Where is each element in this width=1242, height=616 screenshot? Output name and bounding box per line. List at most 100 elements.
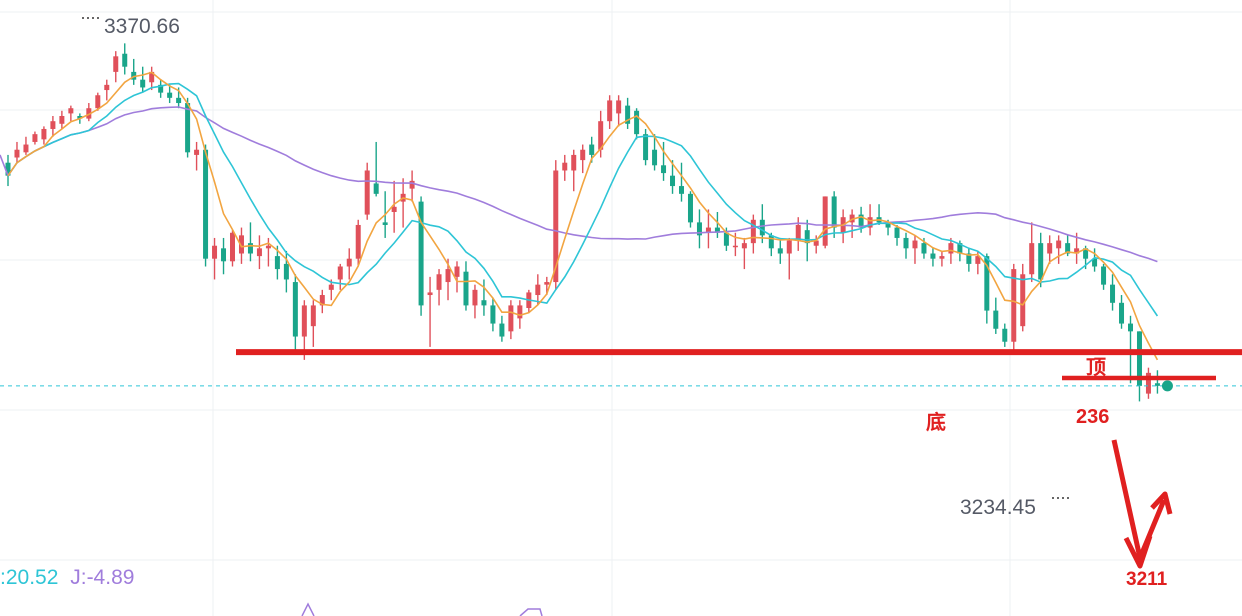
candle-body-123 [1110, 284, 1116, 303]
candles-group [5, 43, 1160, 402]
candle-body-28 [256, 248, 262, 257]
candle-body-36 [328, 284, 334, 290]
candle-body-128 [1154, 383, 1160, 386]
candle-body-103 [930, 253, 936, 259]
candle-body-7 [68, 108, 74, 114]
candle-body-125 [1128, 323, 1133, 332]
candle-body-41 [373, 183, 379, 194]
candle-body-5 [50, 121, 56, 129]
annotation-overlays [0, 17, 1242, 616]
candle-body-4 [41, 128, 47, 140]
candle-body-42 [382, 222, 388, 225]
candle-body-120 [1083, 248, 1089, 259]
candle-body-39 [355, 224, 361, 259]
candle-body-12 [113, 56, 119, 72]
high-price-label: 3370.66 [104, 15, 180, 38]
ma-slow-line [7, 106, 1158, 263]
candle-body-47 [427, 292, 433, 296]
candle-body-22 [203, 149, 209, 259]
candle-body-122 [1101, 266, 1107, 285]
candle-body-83 [750, 219, 756, 244]
candle-body-51 [463, 271, 469, 306]
candle-body-79 [714, 227, 720, 233]
candle-body-115 [1038, 243, 1044, 280]
candle-body-110 [993, 310, 999, 329]
candle-body-46 [418, 201, 424, 306]
candle-body-60 [544, 282, 550, 285]
projection-arrow-head-down [1123, 535, 1153, 569]
candle-body-102 [921, 243, 927, 254]
bottom-annotation: 底 [926, 410, 946, 434]
candle-body-109 [984, 256, 990, 311]
candle-body-96 [867, 217, 873, 228]
candle-body-19 [176, 97, 182, 104]
candle-body-86 [777, 248, 783, 254]
candle-body-11 [104, 84, 110, 91]
candle-body-68 [616, 100, 622, 114]
candle-body-76 [687, 193, 693, 223]
candle-body-101 [912, 240, 918, 249]
ma-slow-lead [0, 154, 9, 176]
target-price-label: 3211 [1126, 569, 1168, 590]
candle-body-14 [131, 71, 137, 80]
candle-body-18 [167, 92, 173, 98]
candle-body-69 [625, 105, 631, 124]
kdj-readout: :20.52 J:-4.89 [0, 566, 134, 590]
candle-body-40 [364, 170, 370, 215]
candle-body-0 [5, 162, 11, 176]
candle-body-6 [59, 116, 65, 124]
candle-body-117 [1056, 240, 1062, 249]
candle-body-17 [158, 84, 164, 93]
candle-body-100 [903, 237, 909, 249]
candle-body-53 [481, 300, 487, 306]
candle-body-118 [1065, 243, 1071, 254]
candle-body-70 [634, 110, 640, 135]
candle-body-113 [1020, 274, 1026, 327]
candle-body-72 [652, 149, 658, 166]
candle-body-10 [95, 95, 101, 109]
candle-body-54 [490, 305, 496, 324]
ma-mid-line [7, 82, 1159, 317]
candle-body-25 [230, 232, 235, 262]
candle-body-104 [939, 256, 945, 259]
candle-body-27 [247, 243, 253, 254]
candle-body-23 [212, 245, 218, 259]
candle-body-106 [957, 243, 963, 254]
candle-body-38 [346, 258, 352, 267]
level-236-label: 236 [1076, 406, 1110, 428]
candle-body-108 [975, 256, 981, 264]
projection-arrow-head-up [1150, 491, 1173, 515]
candle-body-95 [858, 214, 864, 228]
candle-body-127 [1145, 372, 1151, 394]
candle-body-57 [517, 305, 523, 319]
j-value: J:-4.89 [70, 566, 135, 589]
current-price-dot [1161, 380, 1173, 392]
candle-body-52 [472, 289, 478, 306]
candle-body-62 [562, 162, 568, 171]
candle-body-82 [741, 243, 747, 249]
candle-body-48 [436, 274, 442, 290]
candle-body-34 [310, 305, 316, 327]
candle-body-13 [122, 53, 128, 67]
candle-body-2 [23, 144, 29, 153]
projection-arrow-path [1111, 439, 1167, 561]
candle-body-74 [670, 175, 676, 187]
candle-body-31 [283, 263, 289, 280]
candle-body-116 [1047, 243, 1053, 254]
ma-fast-line [7, 71, 1159, 361]
candle-body-88 [795, 224, 801, 241]
candle-body-107 [966, 253, 972, 264]
candle-body-30 [274, 256, 280, 270]
candle-body-8 [77, 116, 83, 119]
indicator-peak-2 [519, 608, 543, 616]
candle-body-98 [885, 222, 891, 228]
candle-body-71 [643, 134, 649, 161]
moving-averages [0, 71, 1159, 361]
candle-body-85 [768, 235, 774, 249]
candle-body-121 [1092, 258, 1098, 267]
candle-body-111 [1002, 328, 1008, 342]
candle-body-105 [948, 243, 954, 254]
candle-body-81 [732, 245, 738, 248]
candle-body-91 [822, 196, 828, 246]
